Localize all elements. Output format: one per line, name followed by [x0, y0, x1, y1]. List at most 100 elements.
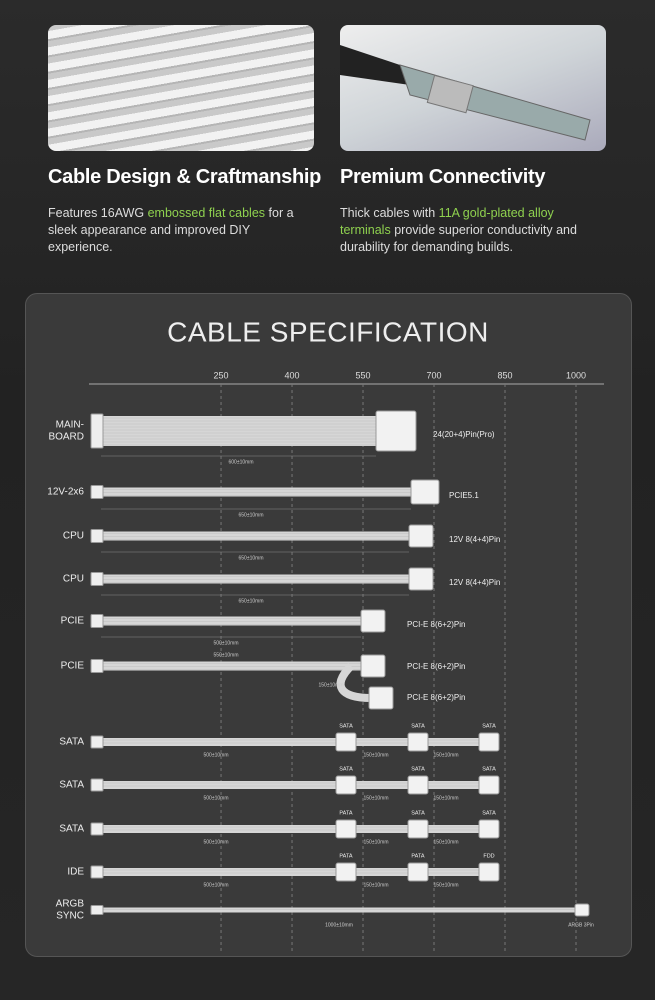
spec-text: 500±10mm: [214, 640, 239, 646]
plug: [90, 485, 104, 499]
spec-text: ARGB: [56, 899, 85, 910]
cable: [101, 825, 493, 833]
spec-text: SATA: [482, 766, 496, 772]
spec-text: 500±10mm: [204, 752, 229, 758]
spec-text: PCIE: [61, 616, 85, 627]
connector: [478, 732, 500, 752]
connector: [360, 654, 386, 678]
spec-text: 650±10mm: [239, 598, 264, 604]
cable: [101, 616, 361, 626]
spec-text: SATA: [339, 723, 353, 729]
plug: [90, 822, 104, 836]
connector: [360, 609, 386, 633]
description-text: Thick cables with: [340, 206, 436, 220]
spec-text: SATA: [59, 824, 84, 835]
plug: [90, 778, 104, 792]
tick-label: 550: [355, 370, 370, 380]
plug: [90, 865, 104, 879]
cable: [101, 416, 376, 446]
description-text: for a sleek appearance and improved DIY …: [48, 206, 294, 254]
connector: [407, 819, 429, 839]
cable: [101, 661, 361, 671]
spec-text: SATA: [482, 810, 496, 816]
spec-text: 650±10mm: [239, 555, 264, 561]
cable-photo: [48, 25, 314, 151]
spec-text: 150±10mm: [364, 752, 389, 758]
cable: [101, 738, 493, 746]
spec-text: PCIE5.1: [449, 491, 479, 500]
cable: [101, 781, 493, 789]
spec-text: 150±10mm: [364, 795, 389, 801]
spec-text: PATA: [339, 810, 352, 816]
cable: [101, 574, 409, 584]
spec-text: PATA: [411, 853, 424, 859]
spec-text: 150±10mm: [434, 882, 459, 888]
spec-text: PCI-E 8(6+2)Pin: [407, 620, 465, 629]
plug: [90, 905, 104, 915]
description-text: provide superior conductivity and durabi…: [340, 223, 577, 254]
cable: [336, 663, 372, 702]
connector: [408, 524, 434, 548]
spec-text: 500±10mm: [204, 882, 229, 888]
connector: [407, 732, 429, 752]
spec-text: 24(20+4)Pin(Pro): [433, 430, 495, 439]
connector: [375, 410, 417, 452]
spec-text: 150±10mm: [434, 795, 459, 801]
plug: [90, 413, 104, 449]
terminal-drawing: [340, 45, 591, 141]
spec-text: 1000±10mm: [325, 922, 353, 928]
spec-title: CABLE SPECIFICATION: [167, 316, 489, 347]
spec-text: SATA: [339, 766, 353, 772]
connector: [335, 732, 357, 752]
spec-text: IDE: [67, 867, 84, 878]
spec-text: PCIE: [61, 661, 85, 672]
spec-text: PATA: [339, 853, 352, 859]
plug: [90, 659, 104, 673]
cable: [101, 531, 409, 541]
spec-text: 500±10mm: [204, 839, 229, 845]
plug: [90, 614, 104, 628]
spec-text: 12V 8(4+4)Pin: [449, 578, 500, 587]
spec-text: MAIN-: [56, 420, 84, 431]
connector: [410, 479, 440, 505]
plug: [90, 529, 104, 543]
spec-text: 550±10mm: [214, 652, 239, 658]
plug: [90, 572, 104, 586]
spec-text: SATA: [59, 737, 84, 748]
spec-text: SYNC: [56, 911, 84, 922]
spec-text: BOARD: [48, 432, 84, 443]
spec-text: 150±10mm: [319, 682, 344, 688]
spec-text: SATA: [59, 780, 84, 791]
spec-text: 150±10mm: [434, 752, 459, 758]
cable: [101, 487, 411, 497]
spec-text: ARGB 3Pin: [568, 922, 594, 928]
tick-label: 400: [285, 370, 300, 380]
cable: [101, 868, 493, 876]
spec-text: 600±10mm: [229, 459, 254, 465]
highlight-text: 11A gold-plated alloy terminals: [340, 206, 554, 237]
spec-text: FDD: [483, 853, 494, 859]
connector: [335, 862, 357, 882]
feature-title: Premium Connectivity: [340, 166, 546, 188]
spec-text: PCI-E 8(6+2)Pin: [407, 693, 465, 702]
spec-text: CPU: [63, 531, 84, 542]
terminal-photo: [340, 25, 606, 151]
tick-label: 1000: [566, 370, 586, 380]
connector: [574, 903, 590, 917]
feature-description: Features 16AWG embossed flat cables for …: [48, 205, 310, 256]
spec-text: 150±10mm: [434, 839, 459, 845]
spec-text: SATA: [411, 723, 425, 729]
spec-text: PCI-E 8(6+2)Pin: [407, 662, 465, 671]
feature-description: Thick cables with 11A gold-plated alloy …: [340, 205, 602, 256]
plug: [90, 735, 104, 749]
spec-text: 150±10mm: [364, 839, 389, 845]
connector: [408, 567, 434, 591]
spec-text: SATA: [411, 766, 425, 772]
spec-text: 500±10mm: [204, 795, 229, 801]
spec-text: 650±10mm: [239, 512, 264, 518]
connector: [407, 862, 429, 882]
connector: [478, 862, 500, 882]
connector: [478, 775, 500, 795]
feature-title: Cable Design & Craftmanship: [48, 166, 322, 188]
